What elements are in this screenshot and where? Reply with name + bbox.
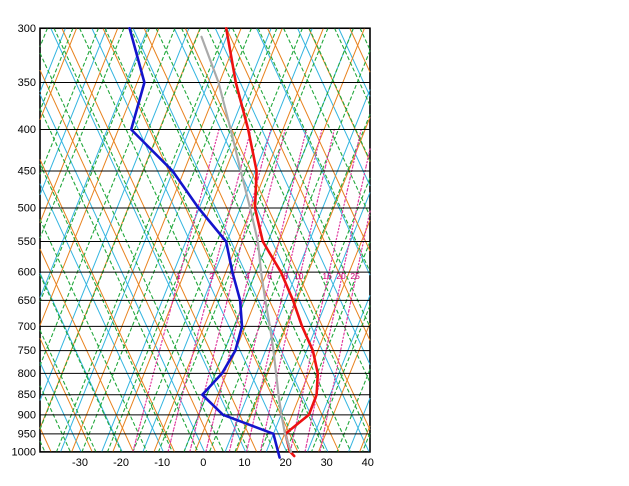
svg-text:500: 500 [18,203,36,215]
svg-text:20: 20 [279,457,291,469]
svg-text:1000: 1000 [12,446,36,458]
svg-text:750: 750 [18,345,36,357]
svg-text:600: 600 [18,267,36,279]
svg-text:30: 30 [321,457,333,469]
svg-text:300: 300 [18,23,36,35]
svg-text:800: 800 [18,368,36,380]
svg-text:-20: -20 [113,457,129,469]
svg-text:700: 700 [18,321,36,333]
svg-text:-30: -30 [72,457,88,469]
svg-text:0: 0 [200,457,206,469]
svg-text:550: 550 [18,236,36,248]
svg-text:650: 650 [18,295,36,307]
svg-text:400: 400 [18,124,36,136]
svg-text:900: 900 [18,409,36,421]
svg-text:950: 950 [18,428,36,440]
svg-text:850: 850 [18,389,36,401]
svg-text:-10: -10 [154,457,170,469]
svg-text:10: 10 [238,457,250,469]
svg-text:40: 40 [362,457,374,469]
svg-text:450: 450 [18,165,36,177]
svg-text:350: 350 [18,77,36,89]
